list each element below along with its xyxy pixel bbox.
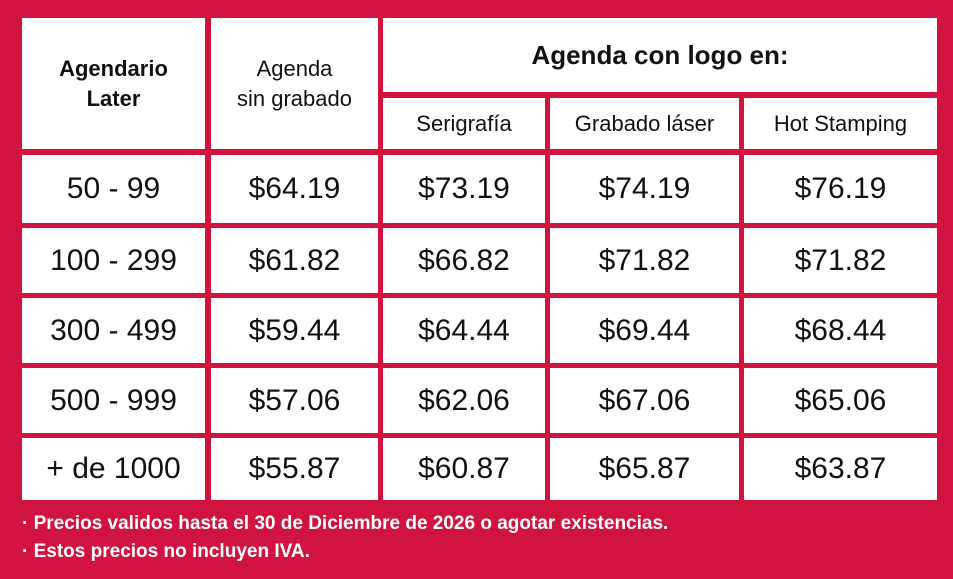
price-cell: $61.82 bbox=[211, 228, 378, 293]
price-cell: $65.06 bbox=[744, 368, 937, 433]
price-cell: $71.82 bbox=[550, 228, 739, 293]
price-cell: $66.82 bbox=[383, 228, 545, 293]
price-cell: $64.44 bbox=[383, 298, 545, 363]
header-hot-stamping: Hot Stamping bbox=[744, 98, 937, 149]
price-cell: $71.82 bbox=[744, 228, 937, 293]
quantity-cell: 100 - 299 bbox=[22, 228, 205, 293]
price-cell: $55.87 bbox=[211, 438, 378, 500]
footnotes: · Precios validos hasta el 30 de Diciemb… bbox=[22, 510, 942, 566]
footnote-validity: · Precios validos hasta el 30 de Diciemb… bbox=[22, 513, 669, 534]
price-cell: $57.06 bbox=[211, 368, 378, 433]
quantity-cell: 300 - 499 bbox=[22, 298, 205, 363]
price-cell: $62.06 bbox=[383, 368, 545, 433]
header-grabado-laser: Grabado láser bbox=[550, 98, 739, 149]
quantity-cell: + de 1000 bbox=[22, 438, 205, 500]
price-cell: $59.44 bbox=[211, 298, 378, 363]
price-cell: $63.87 bbox=[744, 438, 937, 500]
price-cell: $67.06 bbox=[550, 368, 739, 433]
price-cell: $73.19 bbox=[383, 155, 545, 223]
price-cell: $65.87 bbox=[550, 438, 739, 500]
header-agenda-con-logo: Agenda con logo en: bbox=[383, 18, 937, 92]
price-cell: $76.19 bbox=[744, 155, 937, 223]
price-cell: $74.19 bbox=[550, 155, 739, 223]
header-serigrafia: Serigrafía bbox=[383, 98, 545, 149]
price-cell: $68.44 bbox=[744, 298, 937, 363]
header-agenda-sin-grabado: Agenda sin grabado bbox=[211, 18, 378, 149]
price-cell: $64.19 bbox=[211, 155, 378, 223]
header-agendario-later: Agendario Later bbox=[22, 18, 205, 149]
quantity-cell: 500 - 999 bbox=[22, 368, 205, 433]
price-cell: $69.44 bbox=[550, 298, 739, 363]
quantity-cell: 50 - 99 bbox=[22, 155, 205, 223]
footnote-iva: · Estos precios no incluyen IVA. bbox=[22, 541, 310, 562]
price-cell: $60.87 bbox=[383, 438, 545, 500]
